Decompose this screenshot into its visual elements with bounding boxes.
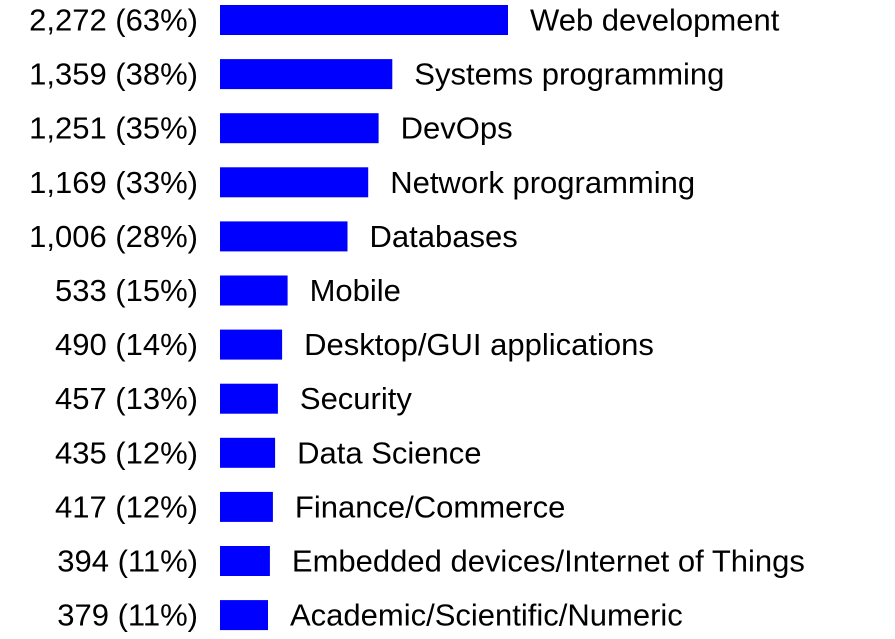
bar: [220, 329, 283, 360]
bar-row: 417 (12%) Finance/Commerce: [55, 489, 565, 524]
bar-value-label: 394 (11%): [57, 544, 198, 579]
bar-value-label: 457 (13%): [55, 381, 198, 416]
bar-value-label: 379 (11%): [57, 598, 198, 633]
bar-row: 533 (15%) Mobile: [55, 273, 401, 308]
bar: [220, 5, 508, 35]
category-label: Desktop/GUI applications: [304, 327, 654, 362]
category-label: Systems programming: [414, 57, 724, 92]
bar: [220, 600, 268, 631]
bar-value-label: 1,006 (28%): [29, 219, 198, 254]
category-label: Security: [300, 381, 412, 416]
bar-value-label: 417 (12%): [55, 489, 198, 524]
bar: [220, 491, 273, 522]
category-label: Finance/Commerce: [295, 489, 565, 524]
category-label: Data Science: [297, 435, 481, 470]
category-label: Academic/Scientific/Numeric: [290, 598, 683, 633]
category-label: Network programming: [390, 165, 695, 200]
bar-row: 490 (14%) Desktop/GUI applications: [55, 327, 654, 362]
category-label: Web development: [530, 3, 780, 38]
bar: [220, 275, 288, 306]
bar: [220, 383, 278, 414]
bar-value-label: 2,272 (63%): [29, 3, 198, 38]
bar-value-label: 1,359 (38%): [29, 57, 198, 92]
category-label: Embedded devices/Internet of Things: [292, 544, 805, 579]
bar-row: 379 (11%) Academic/Scientific/Numeric: [57, 598, 683, 633]
bar-row: 435 (12%) Data Science: [55, 435, 482, 470]
bar-value-label: 1,169 (33%): [29, 165, 198, 200]
category-label: Databases: [370, 219, 518, 254]
bar-row: 457 (13%) Security: [55, 381, 412, 416]
bar: [220, 167, 369, 198]
bar: [220, 221, 348, 252]
category-label: DevOps: [401, 111, 513, 146]
bar-row: 1,169 (33%) Network programming: [29, 165, 695, 200]
bar-row: 1,251 (35%) DevOps: [29, 111, 512, 146]
bar: [220, 113, 379, 144]
bar-value-label: 435 (12%): [55, 435, 198, 470]
bar: [220, 546, 270, 576]
bar: [220, 437, 276, 468]
category-label: Mobile: [310, 273, 401, 308]
bar-value-label: 490 (14%): [55, 327, 198, 362]
bar-row: 2,272 (63%) Web development: [29, 3, 780, 38]
bar-value-label: 533 (15%): [55, 273, 198, 308]
bar: [220, 59, 393, 90]
bar-value-label: 1,251 (35%): [29, 111, 198, 146]
bar-row: 394 (11%) Embedded devices/Internet of Th…: [57, 544, 805, 579]
bar-row: 1,006 (28%) Databases: [29, 219, 518, 254]
bar-row: 1,359 (38%) Systems programming: [29, 57, 724, 92]
